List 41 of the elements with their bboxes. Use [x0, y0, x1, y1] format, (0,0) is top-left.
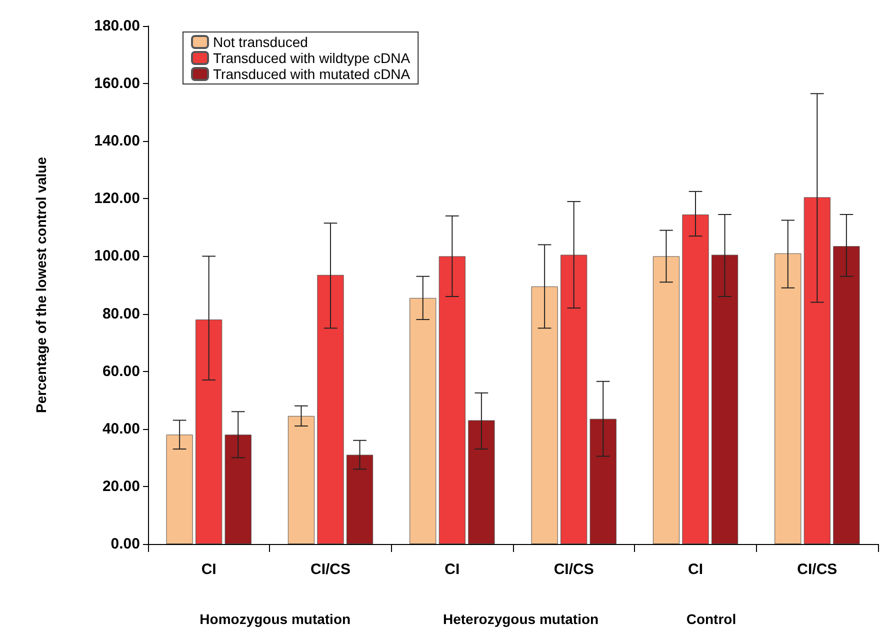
bar — [711, 254, 738, 544]
y-tick-label: 160.00 — [94, 75, 140, 92]
bar — [196, 320, 222, 544]
bar — [288, 416, 315, 544]
y-axis-title: Percentage of the lowest control value — [33, 156, 49, 413]
bar — [590, 418, 616, 544]
bar — [468, 420, 495, 544]
bar — [833, 246, 860, 544]
bar — [166, 434, 193, 544]
y-tick-label: 80.00 — [102, 305, 140, 322]
text: Control — [686, 611, 736, 627]
legend-label: Transduced with wildtype cDNA — [213, 50, 411, 66]
bar — [531, 286, 558, 544]
bar — [224, 434, 252, 544]
y-tick-label: 0.00 — [110, 536, 140, 552]
bar — [682, 214, 709, 544]
text: Heterozygous mutation — [443, 611, 599, 627]
y-tick-label: 20.00 — [102, 478, 140, 495]
bar — [410, 298, 436, 544]
legend-label: Transduced with mutated cDNA — [213, 66, 411, 82]
x-tick-label: CI/CS — [797, 561, 838, 578]
y-tick-label: 120.00 — [94, 190, 140, 208]
bar — [346, 454, 374, 544]
x-tick-label: CI — [688, 561, 703, 578]
bar — [560, 254, 588, 544]
y-tick-label: 180.00 — [94, 18, 140, 34]
y-tick-label: 100.00 — [94, 248, 140, 265]
y-tick-label: 40.00 — [102, 420, 140, 438]
bar — [774, 253, 802, 544]
y-tick-label: 60.00 — [102, 362, 140, 380]
text: Homozygous mutation — [200, 611, 351, 627]
x-tick-label: CI/CS — [554, 561, 594, 578]
y-tick-label: 140.00 — [94, 132, 140, 150]
x-tick-label: CI — [201, 561, 216, 578]
x-tick-label: CI — [444, 561, 460, 578]
bar — [652, 256, 680, 544]
bar — [438, 256, 466, 544]
bar — [804, 197, 830, 544]
x-tick-label: CI/CS — [310, 561, 351, 578]
legend-label: Not transduced — [213, 34, 308, 50]
bar — [317, 274, 344, 544]
